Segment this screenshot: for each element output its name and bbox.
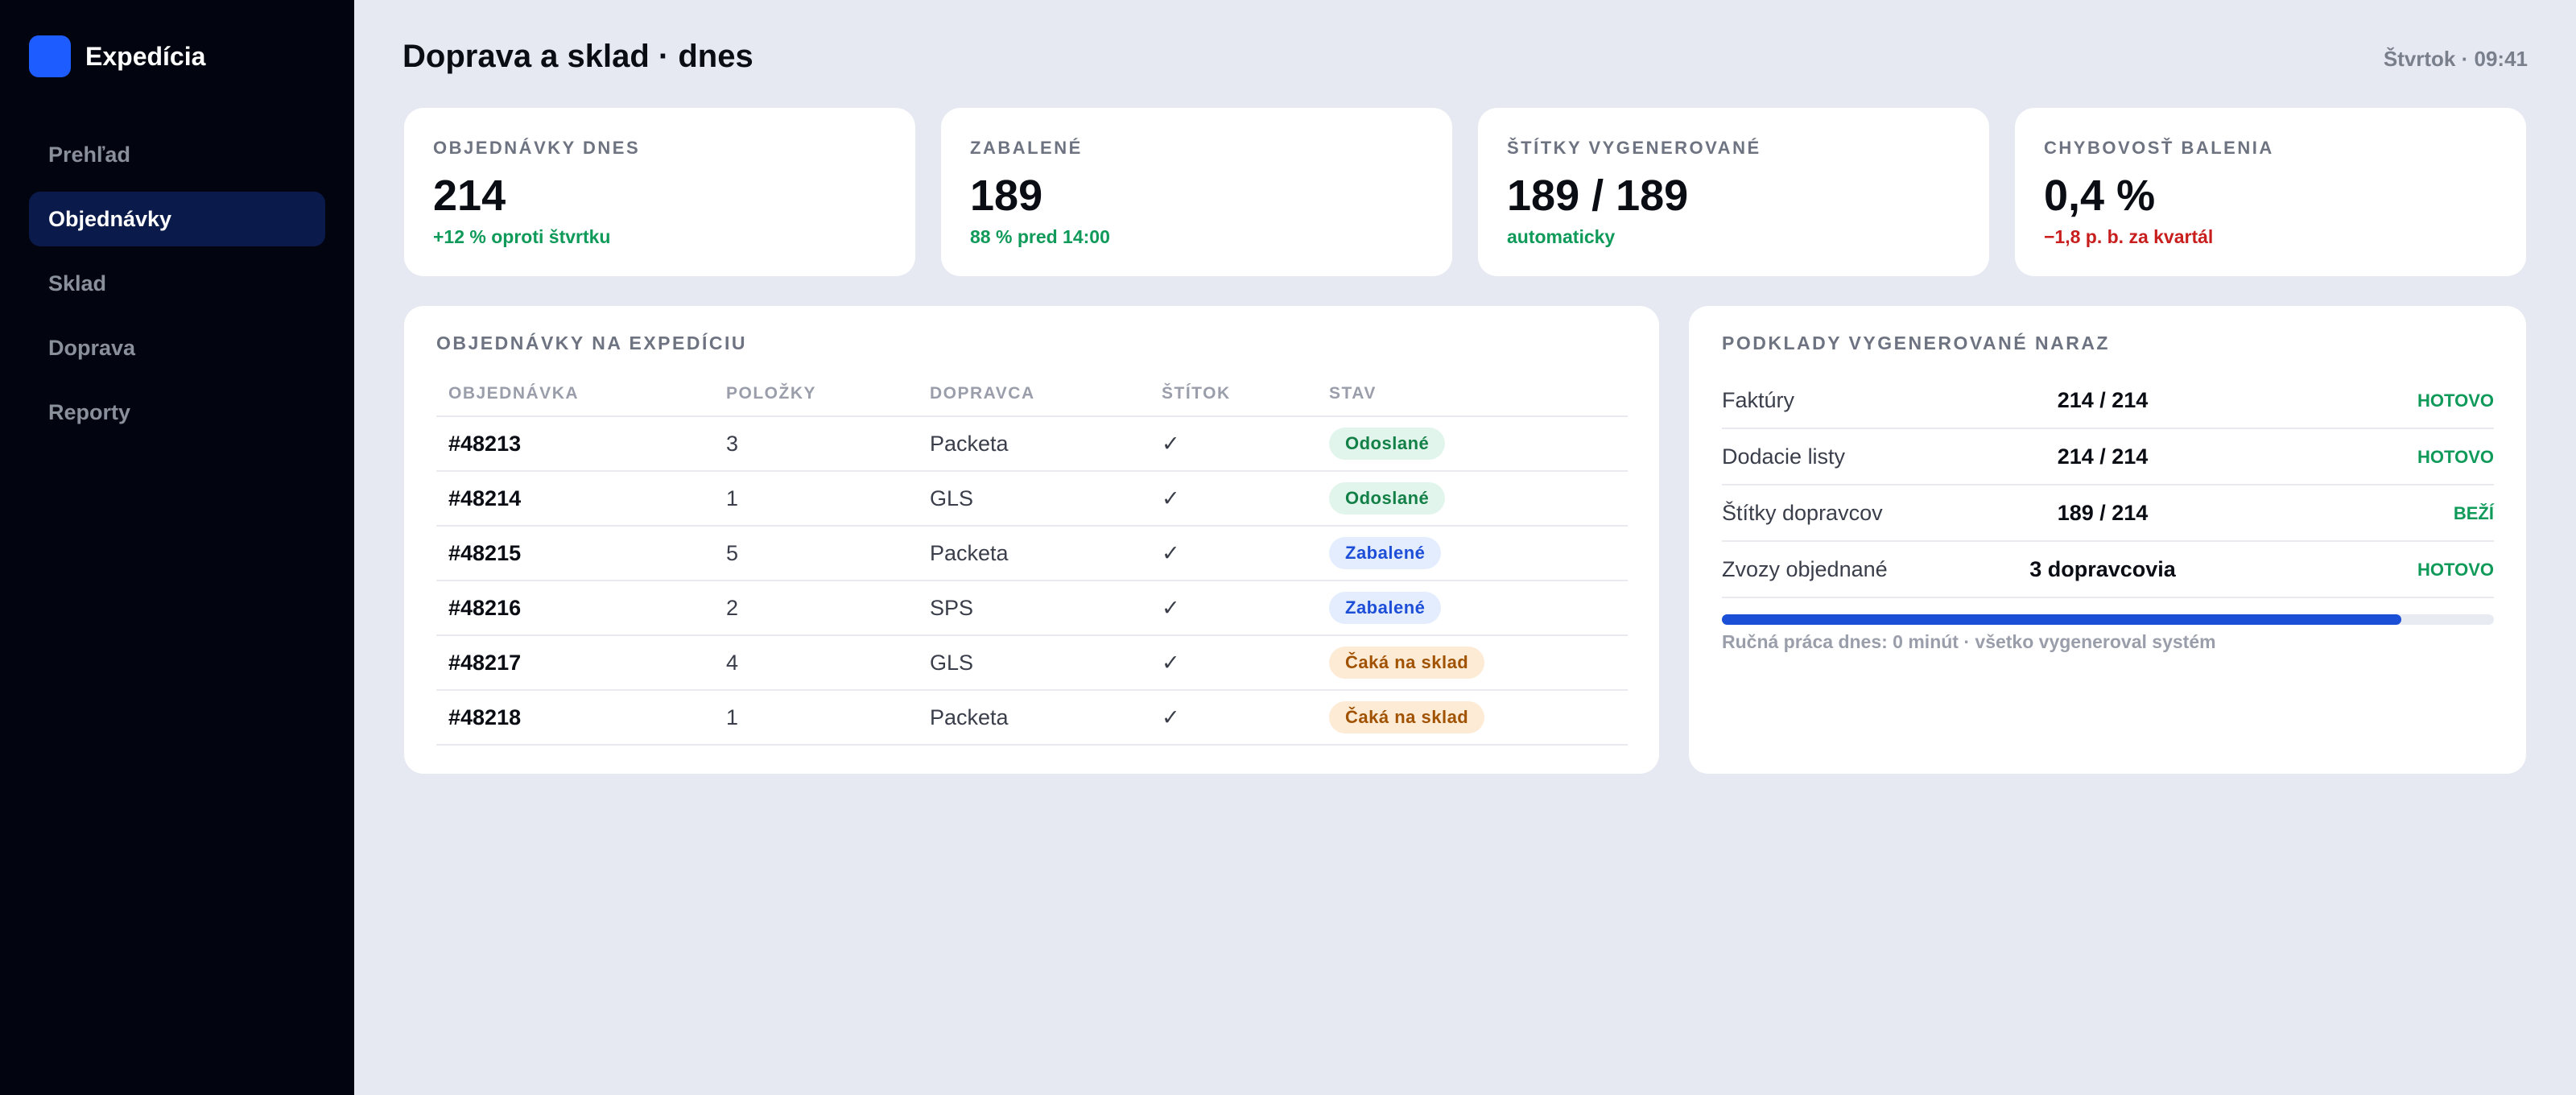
doc-value: 214 / 214 — [2057, 444, 2149, 469]
kpi-card — [941, 108, 1452, 276]
progress-fill — [1722, 614, 2401, 625]
row-rule — [436, 689, 1628, 691]
datetime: Štvrtok · 09:41 — [2383, 47, 2528, 71]
nav-item[interactable]: Prehľad — [48, 143, 130, 167]
row-rule — [436, 634, 1628, 636]
column-header: DOPRAVCA — [930, 384, 1035, 403]
table-cell: 1 — [726, 486, 739, 510]
status-badge: Odoslané — [1329, 428, 1446, 460]
row-rule — [1722, 597, 2494, 598]
doc-label: Zvozy objednané — [1722, 557, 1888, 581]
doc-status: BEŽÍ — [2453, 503, 2494, 523]
doc-value: 189 / 214 — [2057, 501, 2149, 525]
order-id: #48214 — [448, 486, 522, 510]
status-badge: Zabalené — [1329, 537, 1442, 569]
row-rule — [1722, 540, 2494, 542]
table-cell: 5 — [726, 541, 739, 565]
docs-title: PODKLADY VYGENEROVANÉ NARAZ — [1722, 333, 2110, 353]
sidebar — [0, 0, 354, 1095]
kpi-card — [2015, 108, 2526, 276]
order-id: #48218 — [448, 705, 522, 729]
docs-card — [1689, 306, 2526, 774]
nav-active-bg — [29, 192, 325, 246]
kpi-value: 214 — [433, 171, 506, 220]
kpi-value: 189 — [970, 171, 1043, 220]
column-header: ŠTÍTOK — [1162, 384, 1231, 403]
table-cell: 1 — [726, 705, 739, 729]
doc-label: Faktúry — [1722, 388, 1795, 412]
nav-item[interactable]: Objednávky — [48, 207, 172, 231]
row-rule — [1722, 484, 2494, 486]
kpi-card — [404, 108, 915, 276]
table-cell: 2 — [726, 596, 739, 620]
doc-label: Štítky dopravcov — [1722, 501, 1883, 525]
kpi-label: ZABALENÉ — [970, 138, 1083, 158]
doc-status: HOTOVO — [2417, 560, 2494, 580]
logo — [29, 35, 71, 77]
order-id: #48217 — [448, 651, 522, 675]
table-cell: ✓ — [1162, 705, 1180, 729]
kpi-note: −1,8 p. b. za kvartál — [2044, 226, 2214, 247]
table-cell: GLS — [930, 486, 974, 510]
column-header: STAV — [1329, 384, 1377, 403]
nav-item[interactable]: Sklad — [48, 271, 107, 295]
table-cell: 4 — [726, 651, 739, 675]
table-cell: SPS — [930, 596, 974, 620]
doc-label: Dodacie listy — [1722, 444, 1846, 469]
kpi-label: ŠTÍTKY VYGENEROVANÉ — [1507, 138, 1761, 158]
kpi-note: +12 % oproti štvrtku — [433, 226, 611, 247]
table-cell: 3 — [726, 432, 739, 456]
status-badge: Zabalené — [1329, 592, 1442, 624]
table-cell: GLS — [930, 651, 974, 675]
kpi-card — [1478, 108, 1989, 276]
row-rule — [436, 525, 1628, 527]
row-rule — [436, 580, 1628, 581]
kpi-note: 88 % pred 14:00 — [970, 226, 1110, 247]
header-rule — [436, 415, 1628, 417]
kpi-label: OBJEDNÁVKY DNES — [433, 138, 641, 158]
table-cell: Packeta — [930, 432, 1009, 456]
orders-card — [404, 306, 1659, 774]
brand: Expedícia — [85, 42, 206, 71]
doc-value: 214 / 214 — [2057, 388, 2149, 412]
nav-item[interactable]: Reporty — [48, 400, 131, 424]
order-id: #48216 — [448, 596, 522, 620]
doc-status: HOTOVO — [2417, 447, 2494, 467]
row-rule — [436, 470, 1628, 472]
kpi-label: CHYBOVOSŤ BALENIA — [2044, 138, 2274, 158]
table-cell: Packeta — [930, 705, 1009, 729]
column-header: OBJEDNÁVKA — [448, 384, 580, 403]
nav-item[interactable]: Doprava — [48, 336, 136, 360]
page-title: Doprava a sklad · dnes — [402, 39, 753, 74]
table-cell: ✓ — [1162, 432, 1180, 456]
kpi-value: 189 / 189 — [1507, 171, 1689, 220]
doc-status: HOTOVO — [2417, 390, 2494, 411]
order-id: #48213 — [448, 432, 522, 456]
progress-caption: Ručná práca dnes: 0 minút · všetko vygen… — [1722, 631, 2216, 652]
status-badge: Odoslané — [1329, 482, 1446, 514]
table-cell: ✓ — [1162, 541, 1180, 565]
row-rule — [1722, 428, 2494, 429]
kpi-value: 0,4 % — [2044, 171, 2156, 220]
order-id: #48215 — [448, 541, 522, 565]
status-badge: Čaká na sklad — [1329, 701, 1485, 733]
kpi-note: automaticky — [1507, 226, 1616, 247]
status-badge: Čaká na sklad — [1329, 647, 1485, 679]
table-cell: Packeta — [930, 541, 1009, 565]
doc-value: 3 dopravcovia — [2029, 557, 2176, 581]
table-cell: ✓ — [1162, 596, 1180, 620]
row-rule — [436, 744, 1628, 746]
table-cell: ✓ — [1162, 651, 1180, 675]
orders-title: OBJEDNÁVKY NA EXPEDÍCIU — [436, 333, 747, 353]
column-header: POLOŽKY — [726, 384, 817, 403]
table-cell: ✓ — [1162, 486, 1180, 510]
